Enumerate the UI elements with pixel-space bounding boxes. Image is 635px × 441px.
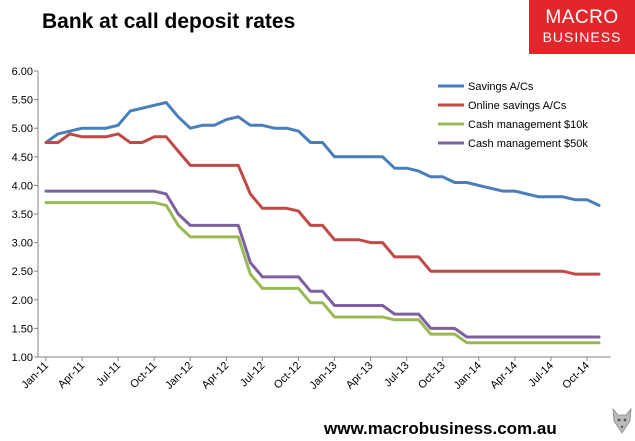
x-tick-label: Jan-14 bbox=[452, 360, 484, 392]
x-tick-label: Jul-13 bbox=[382, 360, 412, 390]
x-tick-label: Apr-13 bbox=[344, 360, 376, 392]
x-tick-label: Jul-11 bbox=[94, 360, 123, 389]
logo-line-1: MACRO bbox=[545, 7, 619, 28]
series-lines bbox=[44, 101, 601, 345]
y-tick-label: 4.00 bbox=[12, 180, 33, 192]
y-tick-label: 1.50 bbox=[12, 323, 33, 335]
x-tick-label: Jan-13 bbox=[307, 360, 339, 392]
chart-legend: Savings A/Cs Online savings A/Cs Cash mana… bbox=[438, 81, 588, 150]
y-tick-label: 1.00 bbox=[12, 352, 33, 364]
x-tick-label: Oct-11 bbox=[128, 360, 159, 391]
x-tick-label: Jul-14 bbox=[526, 360, 556, 390]
wolf-icon bbox=[612, 407, 632, 434]
chart-axes bbox=[37, 71, 611, 358]
legend-label: Cash management $50k bbox=[468, 138, 588, 150]
legend-label: Savings A/Cs bbox=[468, 81, 534, 93]
x-axis-ticks: Jan-11 Apr-11 Jul-11 Oct-11 Jan-12 Apr-12 Jul-… bbox=[19, 357, 592, 392]
y-tick-label: 4.50 bbox=[12, 152, 33, 164]
legend-label: Online savings A/Cs bbox=[468, 100, 567, 112]
series-line-2 bbox=[44, 132, 601, 276]
x-tick-label: Apr-11 bbox=[56, 360, 87, 391]
x-tick-label: Oct-14 bbox=[560, 360, 592, 392]
y-tick-label: 5.00 bbox=[12, 123, 33, 135]
x-tick-label: Oct-13 bbox=[416, 360, 448, 392]
y-tick-label: 2.00 bbox=[12, 295, 33, 307]
x-tick-label: Jan-12 bbox=[163, 360, 195, 392]
y-axis-ticks: 1.00 1.50 2.00 2.50 3.00 3.50 4.00 4.50 5.00 5.50… bbox=[12, 66, 38, 364]
y-tick-label: 5.50 bbox=[12, 95, 33, 107]
x-tick-label: Oct-12 bbox=[272, 360, 304, 392]
y-tick-label: 2.50 bbox=[12, 266, 33, 278]
series-line-4 bbox=[44, 189, 601, 339]
footer-url: www.macrobusiness.com.au bbox=[324, 419, 557, 438]
series-line-1 bbox=[44, 101, 601, 207]
macrobusiness-logo: MACRO BUSINESS bbox=[529, 0, 635, 54]
x-tick-label: Apr-14 bbox=[488, 360, 520, 392]
x-tick-label: Jul-12 bbox=[238, 360, 268, 390]
x-tick-label: Apr-12 bbox=[200, 360, 232, 392]
y-tick-label: 3.00 bbox=[12, 238, 33, 250]
logo-line-2: BUSINESS bbox=[542, 29, 622, 45]
y-tick-label: 3.50 bbox=[12, 209, 33, 221]
x-tick-label: Jan-11 bbox=[19, 360, 51, 392]
chart-title: Bank at call deposit rates bbox=[42, 10, 296, 33]
series-line-3 bbox=[44, 201, 601, 345]
y-tick-label: 6.00 bbox=[12, 66, 33, 78]
legend-label: Cash management $10k bbox=[468, 119, 588, 131]
